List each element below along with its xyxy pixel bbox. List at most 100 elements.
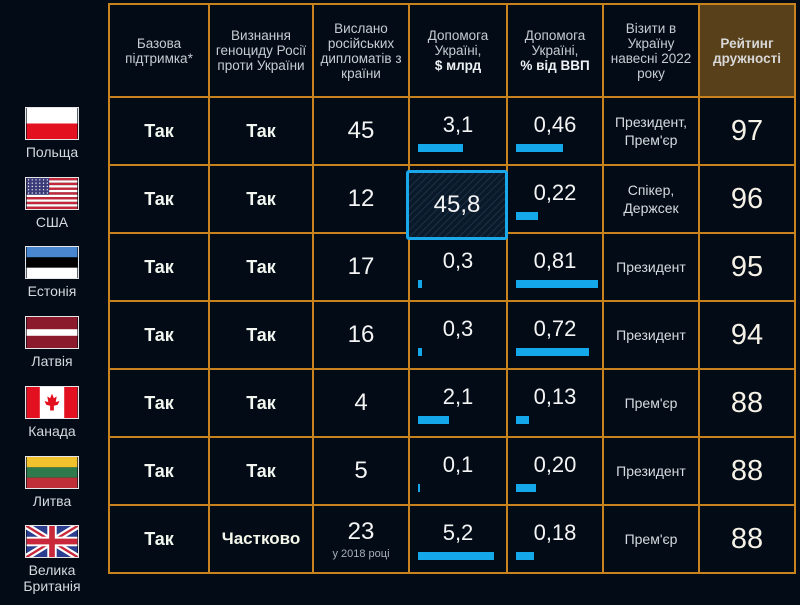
genocide-recognition-cell: Так [208, 300, 314, 370]
aid-usd-bar [418, 484, 420, 492]
expelled-count: 5 [354, 457, 368, 484]
aid-gdp-value: 0,72 [533, 316, 577, 341]
country-name: Канада [28, 422, 76, 439]
visits-cell: Президент, Прем'єр [602, 96, 700, 166]
table-row: Так Так 17 0,3 0,81 Президент 95 [108, 232, 796, 302]
aid-usd-bar [418, 348, 423, 356]
table-row: Так Так 4 2,1 0,13 Прем'єр 88 [108, 368, 796, 438]
aid-usd-value: 2,1 [442, 384, 474, 409]
header-row: Базова підтримка* Визнання геноциду Росі… [108, 3, 796, 98]
expelled-diplomats-cell: 4 [312, 368, 410, 438]
aid-usd-bar [418, 144, 464, 152]
aid-usd-value: 5,2 [442, 520, 474, 545]
header-visits-label: Візити в Україну навесні 2022 року [610, 20, 692, 81]
basic-support-cell: Так [108, 300, 210, 370]
aid-gdp-cell: 0,18 [506, 504, 604, 574]
header-genocide-label: Визнання геноциду Росії проти України [215, 28, 307, 73]
country-name: Велика Британія [23, 562, 81, 595]
estonia-flag-icon [25, 246, 79, 280]
table-row: Так Так 45 3,1 0,46 Президент, Прем'єр 97 [108, 96, 796, 166]
aid-usd-cell: 2,1 [408, 368, 508, 438]
aid-gdp-value: 0,46 [533, 112, 577, 137]
country-name: Латвія [31, 353, 73, 370]
header-rating-label: Рейтинг дружності [713, 35, 781, 66]
header-aid-usd: Допомога Україні, $ млрд [408, 3, 508, 98]
genocide-recognition-cell: Так [208, 96, 314, 166]
header-genocide-recognition: Визнання геноциду Росії проти України [208, 3, 314, 98]
country-name: Литва [32, 492, 72, 509]
visits-cell: Президент [602, 232, 700, 302]
genocide-recognition-cell: Частково [208, 504, 314, 574]
expelled-note: у 2018 році [332, 548, 390, 560]
country-label: Велика Британія [0, 525, 104, 594]
aid-gdp-value: 0,81 [533, 248, 577, 273]
aid-gdp-value: 0,18 [533, 520, 577, 545]
aid-usd-value: 3,1 [442, 112, 474, 137]
expelled-diplomats-cell: 12 [312, 164, 410, 234]
expelled-count: 23 [347, 518, 375, 545]
table-row: Так Частково 23 у 2018 році 5,2 0,18 Прем'єр 88 [108, 504, 796, 574]
table-row: Так Так 5 0,1 0,20 Президент 88 [108, 436, 796, 506]
header-visits: Візити в Україну навесні 2022 року [602, 3, 700, 98]
friendship-rating-cell: 95 [698, 232, 796, 302]
aid-gdp-cell: 0,22 [506, 164, 604, 234]
expelled-diplomats-cell: 17 [312, 232, 410, 302]
expelled-count: 4 [354, 389, 368, 416]
header-aid-usd-unit: $ млрд [434, 58, 482, 73]
friendship-rating-cell: 88 [698, 368, 796, 438]
country-label: Литва [0, 455, 104, 509]
expelled-count: 45 [347, 117, 375, 144]
header-basic-support: Базова підтримка* [108, 3, 210, 98]
basic-support-cell: Так [108, 232, 210, 302]
header-expelled-diplomats: Вислано російських дипломатів з країни [312, 3, 410, 98]
aid-gdp-value: 0,20 [533, 452, 577, 477]
friendship-rating-cell: 88 [698, 504, 796, 574]
aid-gdp-cell: 0,81 [506, 232, 604, 302]
country-label: Естонія [0, 246, 104, 299]
aid-usd-value: 0,1 [442, 452, 474, 477]
aid-usd-cell: 0,3 [408, 232, 508, 302]
aid-gdp-cell: 0,46 [506, 96, 604, 166]
visits-cell: Спікер, Держсек [602, 164, 700, 234]
country-name: Естонія [27, 283, 77, 300]
expelled-count: 17 [347, 253, 375, 280]
visits-cell: Президент [602, 300, 700, 370]
aid-gdp-cell: 0,20 [506, 436, 604, 506]
aid-usd-cell: 5,2 [408, 504, 508, 574]
basic-support-cell: Так [108, 96, 210, 166]
latvia-flag-icon [25, 316, 79, 350]
header-basic-support-label: Базова підтримка* [125, 35, 193, 66]
aid-usd-bar [418, 280, 423, 288]
aid-gdp-bar [516, 144, 563, 152]
header-expelled-label: Вислано російських дипломатів з країни [320, 20, 402, 81]
expelled-count: 12 [347, 185, 375, 212]
aid-usd-cell: 0,1 [408, 436, 508, 506]
aid-usd-value: 0,3 [442, 248, 474, 273]
basic-support-cell: Так [108, 436, 210, 506]
visits-cell: Прем'єр [602, 368, 700, 438]
aid-gdp-cell: 0,72 [506, 300, 604, 370]
friendship-rating-cell: 94 [698, 300, 796, 370]
genocide-recognition-cell: Так [208, 436, 314, 506]
visits-cell: Прем'єр [602, 504, 700, 574]
aid-gdp-bar [516, 280, 598, 288]
poland-flag-icon [25, 107, 79, 140]
aid-usd-bar [418, 416, 449, 424]
header-aid-gdp-unit: % від ВВП [520, 58, 590, 73]
expelled-diplomats-cell: 16 [312, 300, 410, 370]
highlighted-aid-usd-outlier: 45,8 [406, 170, 508, 240]
expelled-diplomats-cell: 23 у 2018 році [312, 504, 410, 574]
canada-flag-icon [25, 385, 79, 419]
header-aid-gdp: Допомога Україні,% від ВВП [506, 3, 604, 98]
aid-usd-bar [418, 552, 494, 560]
country-column: Польща США Естонія Латвія Канада Литва Велика … [0, 0, 108, 605]
country-name: США [35, 213, 69, 230]
aid-gdp-value: 0,13 [533, 384, 577, 409]
visits-cell: Президент [602, 436, 700, 506]
aid-gdp-bar [516, 348, 589, 356]
basic-support-cell: Так [108, 504, 210, 574]
basic-support-cell: Так [108, 368, 210, 438]
usa-flag-icon [25, 176, 79, 210]
country-label: США [0, 176, 104, 230]
aid-gdp-bar [516, 552, 535, 560]
